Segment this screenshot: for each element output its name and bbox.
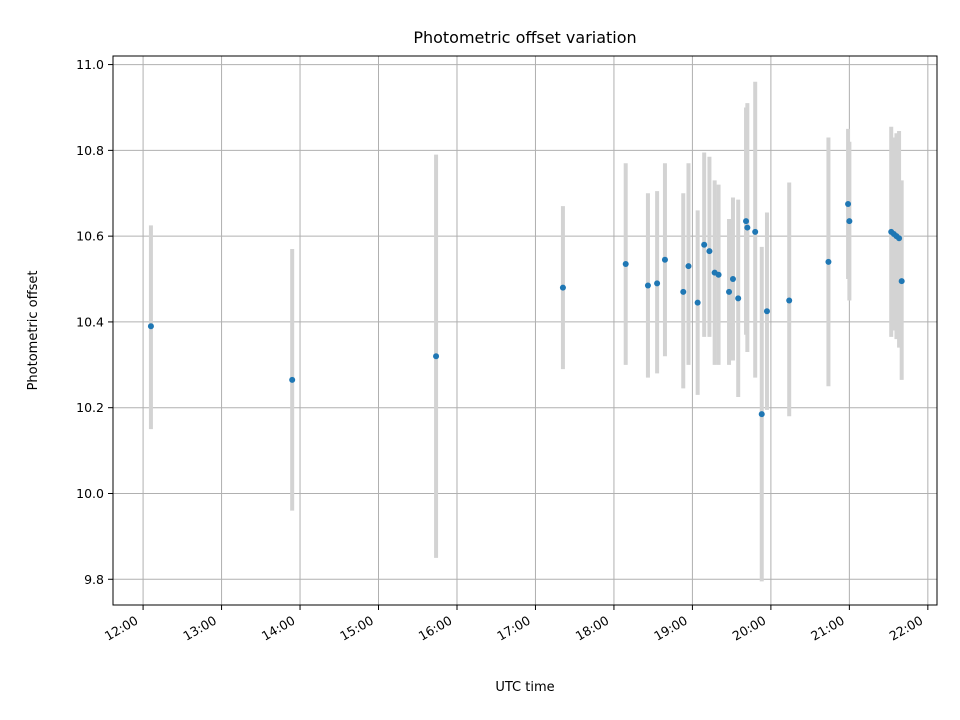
data-point: [661, 256, 668, 263]
data-point: [654, 280, 661, 287]
x-axis: 12:00 13:00 14:00 15:00 16:00 17:00 18:00 19:00…: [102, 605, 929, 644]
data-point: [685, 263, 692, 270]
data-point: [896, 235, 903, 242]
y-tick-label: 10.6: [76, 229, 104, 244]
data-point: [644, 282, 651, 289]
x-tick-label: 14:00: [259, 613, 298, 644]
x-tick-label: 16:00: [416, 613, 455, 644]
grid: [113, 56, 937, 605]
x-tick-label: 18:00: [573, 613, 612, 644]
data-point: [752, 228, 759, 235]
data-point: [898, 278, 905, 285]
data-point: [763, 308, 770, 315]
data-point: [758, 411, 765, 418]
data-point: [694, 299, 701, 306]
data-points: [147, 200, 905, 418]
x-tick-label: 21:00: [808, 613, 847, 644]
y-axis-label: Photometric offset: [26, 271, 41, 391]
data-point: [743, 218, 750, 225]
y-tick-label: 9.8: [84, 572, 104, 587]
data-point: [825, 258, 832, 265]
y-tick-label: 11.0: [76, 57, 104, 72]
x-tick-label: 20:00: [730, 613, 769, 644]
data-point: [726, 288, 733, 295]
y-tick-label: 10.8: [76, 143, 104, 158]
y-tick-label: 10.2: [76, 400, 104, 415]
data-point: [735, 295, 742, 302]
data-point: [729, 276, 736, 283]
plot-frame: [112, 55, 938, 606]
x-tick-label: 17:00: [494, 613, 533, 644]
y-axis: 9.8 10.0 10.2 10.4 10.6 10.8 11.0: [76, 57, 113, 587]
data-point: [744, 224, 751, 231]
x-tick-label: 15:00: [337, 613, 376, 644]
error-bars: [148, 81, 904, 582]
data-point: [715, 271, 722, 278]
x-tick-label: 13:00: [180, 613, 219, 644]
x-tick-label: 12:00: [102, 613, 141, 644]
data-point: [680, 288, 687, 295]
data-point: [147, 323, 154, 330]
data-point: [622, 261, 629, 268]
data-point: [845, 200, 852, 207]
data-point: [846, 218, 853, 225]
data-point: [706, 248, 713, 255]
data-point: [786, 297, 793, 304]
data-point: [433, 353, 440, 360]
x-tick-label: 19:00: [651, 613, 690, 644]
y-tick-label: 10.0: [76, 486, 104, 501]
y-tick-label: 10.4: [76, 314, 104, 329]
data-point: [559, 284, 566, 291]
x-axis-label: UTC time: [495, 680, 554, 695]
chart-title: Photometric offset variation: [413, 28, 636, 47]
data-point: [701, 241, 708, 248]
data-point: [289, 376, 296, 383]
x-tick-label: 22:00: [887, 613, 926, 644]
